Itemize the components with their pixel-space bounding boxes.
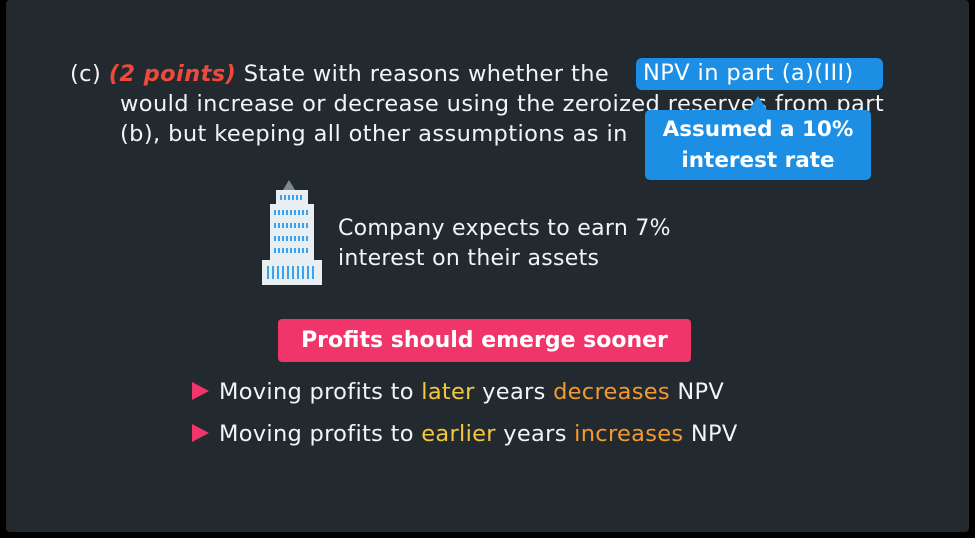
points-label: (2 points) [108, 61, 237, 87]
bullet-highlight-time: earlier [421, 421, 496, 447]
company-line-2: interest on their assets [338, 246, 600, 271]
triangle-bullet-icon [192, 424, 209, 442]
bullet-text: NPV [683, 421, 738, 447]
question-text-1: State with reasons whether the [243, 61, 610, 87]
company-line-1: Company expects to earn 7% [338, 216, 671, 241]
bullet-text: NPV [669, 379, 725, 405]
question-label: (c) [70, 61, 102, 87]
bullet-text: years [474, 379, 554, 405]
profit-badge: Profits should emerge sooner [278, 319, 691, 362]
interest-rate-tooltip: Assumed a 10% interest rate [645, 110, 871, 180]
bullet-highlight-effect: increases [574, 421, 684, 447]
npv-highlight-box [636, 58, 883, 90]
npv-highlight-text: NPV in part (a)(III) [643, 60, 854, 86]
triangle-bullet-icon [192, 382, 209, 400]
bullet-text: Moving profits to [219, 379, 422, 405]
bullet-text: Moving profits to [219, 421, 422, 447]
question-line-3: (b), but keeping all other assumptions a… [120, 121, 628, 147]
slide: (c) (2 points) State with reasons whethe… [6, 0, 969, 532]
bullet-text: years [495, 421, 575, 447]
question-line-1: (c) (2 points) State with reasons whethe… [70, 61, 609, 87]
office-building-icon [262, 180, 322, 285]
bullet-highlight-effect: decreases [553, 379, 670, 405]
bullet-highlight-time: later [421, 379, 475, 405]
bullet-later: Moving profits to later years decreases … [192, 379, 724, 405]
tooltip-arrow [749, 96, 767, 110]
tooltip-line-1: Assumed a 10% [662, 117, 854, 142]
bullet-earlier: Moving profits to earlier years increase… [192, 421, 738, 447]
company-note: Company expects to earn 7% interest on t… [338, 214, 671, 274]
tooltip-line-2: interest rate [681, 148, 835, 173]
